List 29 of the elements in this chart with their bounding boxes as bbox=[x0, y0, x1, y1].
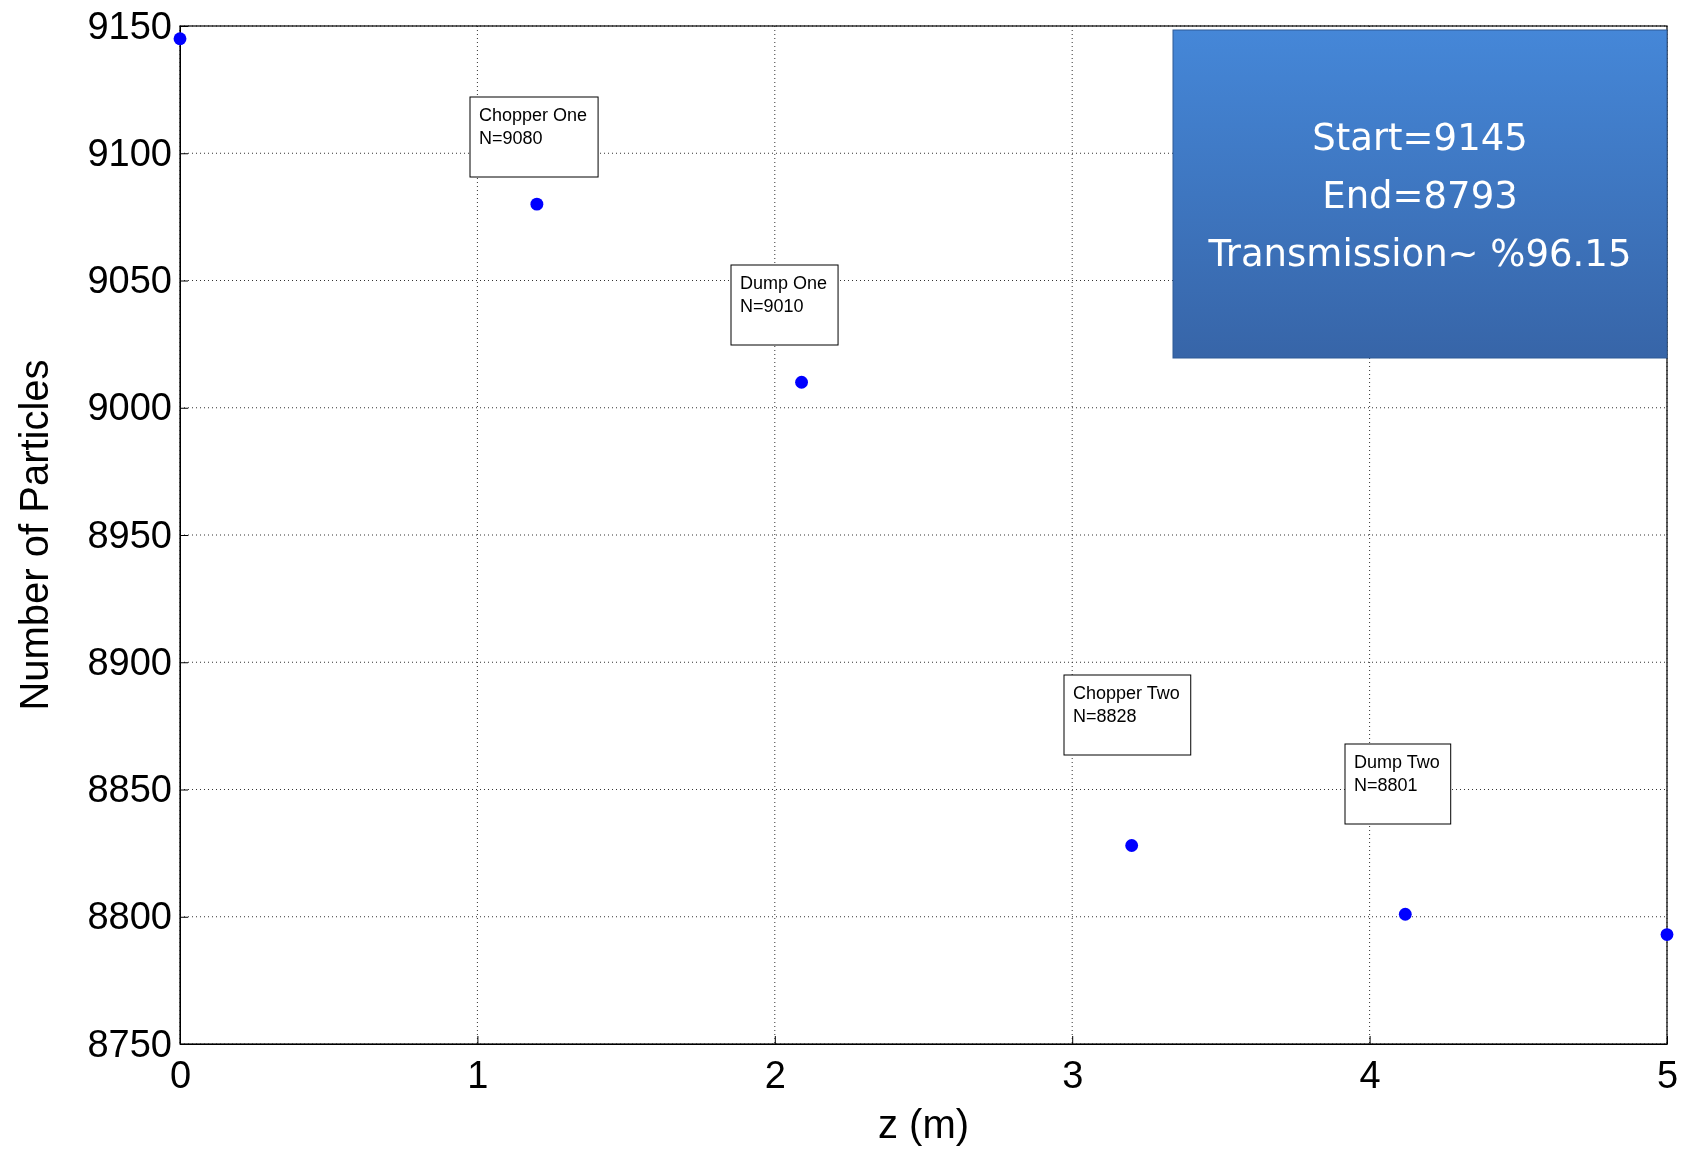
y-tick-label: 9050 bbox=[87, 259, 172, 302]
text-box: Start=9145 End=8793 Transmission~ %96.15 bbox=[1172, 29, 1668, 359]
y-axis-title: Number of Particles bbox=[12, 359, 56, 711]
annotation: Dump Two N=8801 bbox=[1354, 752, 1440, 795]
point bbox=[530, 197, 544, 211]
y-tick-label: 8900 bbox=[87, 640, 172, 683]
point bbox=[173, 32, 187, 46]
annotation: Dump One N=9010 bbox=[740, 273, 828, 316]
point bbox=[1125, 839, 1139, 852]
x-tick-label: 4 bbox=[1359, 1054, 1381, 1097]
point bbox=[1660, 928, 1674, 941]
x-tick-label: 0 bbox=[169, 1054, 192, 1097]
y-tick-label: 8800 bbox=[87, 895, 172, 938]
x-tick-label: 2 bbox=[764, 1054, 786, 1097]
x-tick-label: 3 bbox=[1062, 1054, 1084, 1097]
y-tick-label: 8950 bbox=[87, 513, 172, 556]
y-tick-label: 8850 bbox=[87, 768, 172, 811]
x-axis-title: z (m) bbox=[877, 1102, 970, 1146]
y-tick-label: 9150 bbox=[87, 4, 172, 47]
annotation: Start=9145 End=8793 Transmission~ %96.15 bbox=[1207, 116, 1632, 275]
point bbox=[795, 375, 808, 389]
annotation: Chopper Two N=8828 bbox=[1073, 683, 1180, 726]
y-tick-label: 9000 bbox=[87, 386, 172, 429]
y-tick-label: 9100 bbox=[87, 131, 172, 174]
x-tick-label: 1 bbox=[467, 1054, 489, 1097]
annotation: Chopper One N=9080 bbox=[479, 105, 588, 148]
point bbox=[1398, 907, 1412, 921]
y-tick-label: 8750 bbox=[87, 1022, 172, 1065]
x-tick-label: 5 bbox=[1656, 1054, 1679, 1097]
